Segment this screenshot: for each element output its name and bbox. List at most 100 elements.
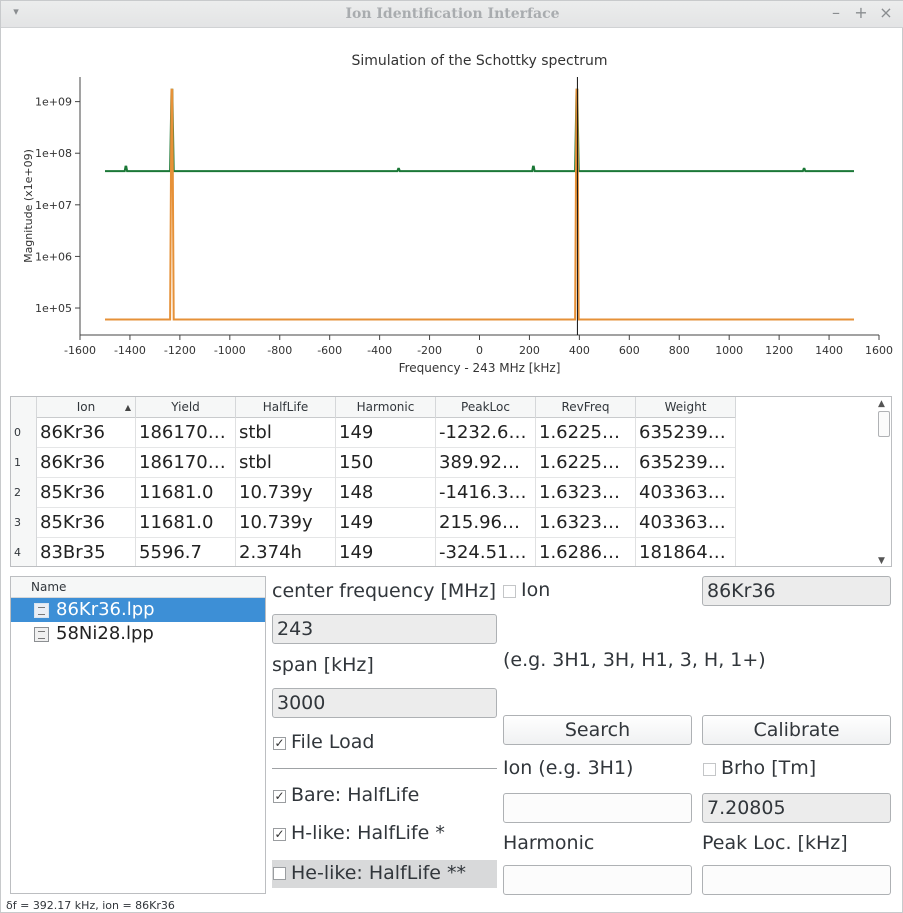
table-cell[interactable]: 148: [336, 478, 436, 508]
spectrum-peak-point: [125, 165, 127, 168]
table-cell[interactable]: 10.739y: [236, 508, 336, 538]
table-cell[interactable]: stbl: [236, 448, 336, 478]
table-cell[interactable]: 215.96…: [436, 508, 536, 538]
table-cell[interactable]: 86Kr36: [37, 418, 136, 448]
ion-input-label: Ion (e.g. 3H1): [503, 757, 634, 779]
table-cell[interactable]: 1.6225…: [536, 448, 636, 478]
column-header-harmonic[interactable]: Harmonic: [336, 397, 436, 418]
scroll-thumb[interactable]: [878, 411, 890, 437]
ion-format-hint: (e.g. 3H1, 3H, H1, 3, H, 1+): [503, 649, 766, 671]
table-cell[interactable]: 1.6225…: [536, 418, 636, 448]
minimize-icon[interactable]: –: [832, 3, 840, 22]
y-axis-label: Magnitude (x1e+09): [22, 149, 35, 263]
file-item-86kr36[interactable]: 86Kr36.lpp: [11, 598, 265, 622]
table-cell[interactable]: 186170…: [136, 448, 236, 478]
table-cell[interactable]: 1.6323…: [536, 478, 636, 508]
table-cell[interactable]: 186170…: [136, 418, 236, 448]
search-button[interactable]: Search: [503, 715, 692, 745]
table-cell[interactable]: 10.739y: [236, 478, 336, 508]
he-like-halflife-checkbox[interactable]: [273, 867, 286, 880]
table-cell[interactable]: 1.6323…: [536, 508, 636, 538]
x-tick-label: -800: [267, 344, 292, 357]
table-cell[interactable]: 635239…: [636, 448, 736, 478]
table-cell[interactable]: 150: [336, 448, 436, 478]
span-input[interactable]: 3000: [272, 688, 497, 718]
column-header-revfreq[interactable]: RevFreq: [536, 397, 636, 418]
x-tick-label: 0: [476, 344, 483, 357]
y-tick-label: 1e+06: [35, 250, 72, 263]
y-tick-label: 1e+05: [35, 302, 72, 315]
column-header-yield[interactable]: Yield: [136, 397, 236, 418]
scroll-down-icon[interactable]: ▼: [878, 556, 885, 566]
table-cell[interactable]: 11681.0: [136, 508, 236, 538]
span-label: span [kHz]: [272, 654, 374, 676]
table-cell[interactable]: 83Br35: [37, 538, 136, 566]
table-row[interactable]: 4 83Br35 5596.7 2.374h 149 -324.51… 1.6286… 181…: [11, 538, 736, 566]
file-item-58ni28[interactable]: 58Ni28.lpp: [11, 622, 265, 646]
table-cell[interactable]: 149: [336, 538, 436, 566]
h-like-halflife-checkbox[interactable]: ✓: [273, 827, 286, 841]
table-cell[interactable]: 1.6286…: [536, 538, 636, 566]
table-scrollbar[interactable]: ▲ ▼: [875, 397, 891, 566]
table-cell[interactable]: 86Kr36: [37, 448, 136, 478]
table-cell[interactable]: -1416.3…: [436, 478, 536, 508]
harmonic-label: Harmonic: [503, 832, 595, 854]
table-cell[interactable]: 85Kr36: [37, 478, 136, 508]
table-cell[interactable]: 5596.7: [136, 538, 236, 566]
row-index: 2: [11, 478, 37, 508]
close-icon[interactable]: ×: [879, 3, 893, 22]
table-cell[interactable]: 389.92…: [436, 448, 536, 478]
file-item-label: 86Kr36.lpp: [56, 599, 155, 620]
column-header-peakloc[interactable]: PeakLoc: [436, 397, 536, 418]
column-header-ion[interactable]: Ion ▲: [37, 397, 136, 418]
table-cell[interactable]: 403363…: [636, 508, 736, 538]
maximize-icon[interactable]: +: [854, 3, 868, 22]
window-menu-icon[interactable]: ▾: [13, 5, 19, 18]
table-cell[interactable]: -1232.6…: [436, 418, 536, 448]
center-frequency-input[interactable]: 243: [272, 614, 497, 644]
spectrum-plot[interactable]: Simulation of the Schottky spectrum -1600…: [1, 29, 903, 391]
document-icon: [34, 603, 49, 618]
he-like-row-highlight: [272, 860, 497, 888]
table-cell[interactable]: 403363…: [636, 478, 736, 508]
scroll-up-icon[interactable]: ▲: [878, 399, 885, 409]
column-label: Ion: [76, 400, 96, 414]
table-cell[interactable]: 149: [336, 418, 436, 448]
title-bar: ▾ Ion Identification Interface – + ×: [1, 1, 903, 28]
harmonic-input[interactable]: [503, 865, 692, 895]
table-cell[interactable]: 181864…: [636, 538, 736, 566]
table-cell[interactable]: 635239…: [636, 418, 736, 448]
chart-title: Simulation of the Schottky spectrum: [352, 53, 608, 69]
ion-display-field[interactable]: 86Kr36: [702, 576, 891, 606]
brho-label: Brho [Tm]: [721, 757, 817, 779]
x-tick-label: -1600: [64, 344, 96, 357]
ion-table[interactable]: Ion ▲ Yield HalfLife Harmonic PeakLoc Rev…: [10, 396, 892, 567]
table-cell[interactable]: 11681.0: [136, 478, 236, 508]
file-load-checkbox[interactable]: ✓: [273, 736, 286, 750]
bare-halflife-checkbox[interactable]: ✓: [273, 789, 286, 803]
brho-input[interactable]: 7.20805: [702, 793, 891, 823]
x-tick-label: 400: [569, 344, 590, 357]
table-row[interactable]: 1 86Kr36 186170… stbl 150 389.92… 1.6225… 63523…: [11, 448, 736, 478]
file-load-label: File Load: [291, 731, 375, 753]
table-cell[interactable]: 149: [336, 508, 436, 538]
table-row[interactable]: 3 85Kr36 11681.0 10.739y 149 215.96… 1.6323… 40…: [11, 508, 736, 538]
spectrum-peak-point: [171, 88, 173, 91]
table-row[interactable]: 2 85Kr36 11681.0 10.739y 148 -1416.3… 1.6323… 4…: [11, 478, 736, 508]
row-index: 3: [11, 508, 37, 538]
table-cell[interactable]: stbl: [236, 418, 336, 448]
x-tick-label: -400: [367, 344, 392, 357]
table-cell[interactable]: 85Kr36: [37, 508, 136, 538]
brho-checkbox[interactable]: [703, 763, 716, 776]
calibrate-button[interactable]: Calibrate: [702, 715, 891, 745]
file-list[interactable]: Name 86Kr36.lpp 58Ni28.lpp: [10, 576, 266, 894]
column-header-weight[interactable]: Weight: [636, 397, 736, 418]
table-cell[interactable]: -324.51…: [436, 538, 536, 566]
column-header-halflife[interactable]: HalfLife: [236, 397, 336, 418]
ion-checkbox[interactable]: [503, 585, 516, 598]
peak-loc-input[interactable]: [702, 865, 891, 895]
table-cell[interactable]: 2.374h: [236, 538, 336, 566]
spectrum-peak-point: [803, 167, 805, 170]
ion-input[interactable]: [503, 793, 692, 823]
table-row[interactable]: 0 86Kr36 186170… stbl 149 -1232.6… 1.6225… 6352…: [11, 418, 736, 448]
